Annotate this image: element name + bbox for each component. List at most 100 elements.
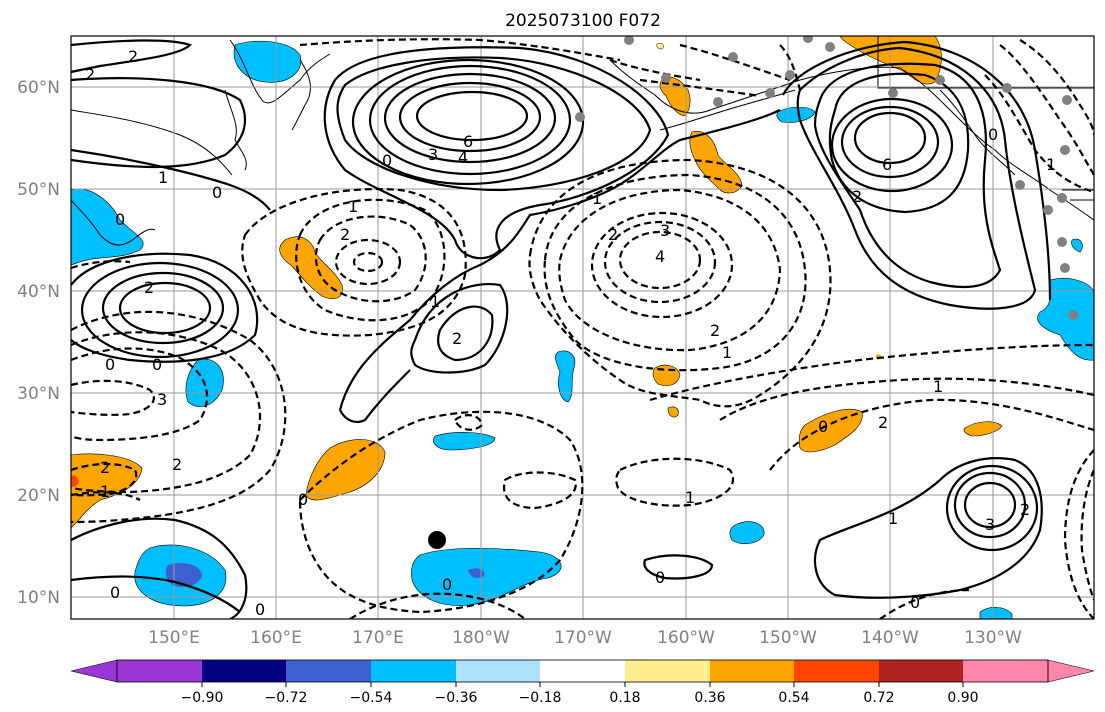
latitude-labels: 60°N 50°N 40°N 30°N 20°N 10°N	[17, 78, 60, 608]
colorbar-bin	[794, 660, 879, 682]
shade-blue-east-1	[1037, 278, 1094, 361]
colorbar-tick-label: −0.36	[435, 690, 478, 706]
contour-label: 2	[128, 47, 138, 66]
lat-label: 40°N	[17, 282, 60, 302]
station-marker	[624, 36, 634, 45]
contour-label: 3	[660, 221, 670, 240]
contour-label: 0	[110, 583, 120, 602]
colorbar-ticks	[201, 682, 964, 687]
station-marker	[825, 42, 835, 52]
contour-label: 0	[212, 183, 222, 202]
contour-label: 2	[452, 329, 462, 348]
contour-label: 4	[458, 148, 468, 167]
lon-label: 150°W	[759, 628, 817, 648]
contour-label: 1	[430, 292, 440, 311]
lat-label: 30°N	[17, 384, 60, 404]
lat-label: 60°N	[17, 78, 60, 98]
contour-label: 2	[608, 225, 618, 244]
colorbar-bin	[540, 660, 625, 682]
contour-label: 2	[1020, 500, 1030, 519]
shade-blue-japan	[71, 188, 144, 266]
station-marker	[1057, 193, 1067, 203]
colorbar-tick-label: −0.54	[350, 690, 393, 706]
contour-label: 2	[852, 187, 862, 206]
contour-label: 0	[655, 568, 665, 587]
colorbar-bin	[117, 660, 202, 682]
contour-label: 1	[933, 377, 943, 396]
lat-label: 50°N	[17, 180, 60, 200]
contour-label: 2	[340, 225, 350, 244]
contour-label: 0	[255, 600, 265, 619]
contour-label: 6	[882, 155, 892, 174]
contour-label: 0	[818, 417, 828, 436]
colorbar-tick-label: −0.18	[519, 690, 562, 706]
colorbar-bin	[710, 660, 794, 682]
lon-label: 180°W	[452, 628, 510, 648]
shade-blue-dateline-strip	[433, 432, 496, 451]
contour-label: 2	[878, 413, 888, 432]
shade-blue-central-core	[468, 568, 485, 578]
colorbar-tick-label: 0.54	[778, 690, 809, 706]
colorbar-bin	[456, 660, 540, 682]
station-marker	[1015, 180, 1025, 190]
colorbar-frame	[116, 659, 1049, 683]
contour-label: 0	[105, 355, 115, 374]
colorbar-bin	[202, 660, 286, 682]
lon-label: 140°W	[861, 628, 919, 648]
storm-center-marker	[428, 531, 446, 549]
coastlines	[71, 36, 1094, 246]
station-marker	[1060, 145, 1070, 155]
lon-label: 170°E	[352, 628, 404, 648]
station-markers	[575, 36, 1078, 320]
colorbar-bin	[625, 660, 710, 682]
lon-label: 160°W	[657, 628, 715, 648]
contour-label: 0	[298, 490, 308, 509]
station-marker	[575, 112, 585, 122]
station-marker	[765, 88, 775, 98]
shade-orange-small-1	[652, 364, 681, 386]
contour-label: 1	[348, 197, 358, 216]
shade-yellow-tiny	[656, 43, 664, 50]
shade-blue-small-1	[555, 350, 576, 403]
contour-label: 2	[710, 321, 720, 340]
contour-label: 0	[988, 125, 998, 144]
colorbar-bin	[286, 660, 371, 682]
shaded-regions	[71, 36, 1094, 619]
contour-label: 0	[442, 575, 452, 594]
colorbar-extend-high	[1047, 659, 1095, 683]
lat-label: 10°N	[17, 588, 60, 608]
contour-label: 1	[592, 189, 602, 208]
shade-blue-small-2	[729, 521, 765, 544]
shade-orange-west-red	[71, 475, 79, 487]
shade-orange-east-2	[963, 421, 1003, 437]
positive-contours	[71, 39, 1052, 619]
contour-label: 0	[910, 593, 920, 612]
lon-label: 170°W	[554, 628, 612, 648]
lon-label: 160°E	[250, 628, 302, 648]
contour-label: 1	[685, 488, 695, 507]
station-marker	[661, 73, 671, 83]
lon-label: 150°E	[148, 628, 200, 648]
shade-orange-west-1	[71, 453, 143, 529]
station-marker	[803, 36, 813, 43]
contour-label: 3	[428, 145, 438, 164]
contour-label: 6	[463, 132, 473, 151]
contour-label: 2	[144, 278, 154, 297]
contour-label: 0	[115, 210, 125, 229]
lat-label: 20°N	[17, 486, 60, 506]
station-marker	[1062, 95, 1072, 105]
shade-orange-pacific-2	[305, 439, 386, 501]
station-marker	[1068, 310, 1078, 320]
contour-label: 1	[158, 168, 168, 187]
contour-label: 2	[100, 458, 110, 477]
contour-label: 0	[152, 355, 162, 374]
colorbar-tick-label: 0.72	[863, 690, 894, 706]
colorbar-bin	[371, 660, 456, 682]
shade-orange-small-2	[667, 406, 679, 418]
shade-blue-east-2	[979, 607, 1013, 619]
station-marker	[728, 52, 738, 62]
station-marker	[1002, 83, 1012, 93]
contour-label: 4	[655, 247, 665, 266]
colorbar: −0.90 −0.72 −0.54 −0.36 −0.18 0.18 0.36 …	[70, 659, 1095, 706]
